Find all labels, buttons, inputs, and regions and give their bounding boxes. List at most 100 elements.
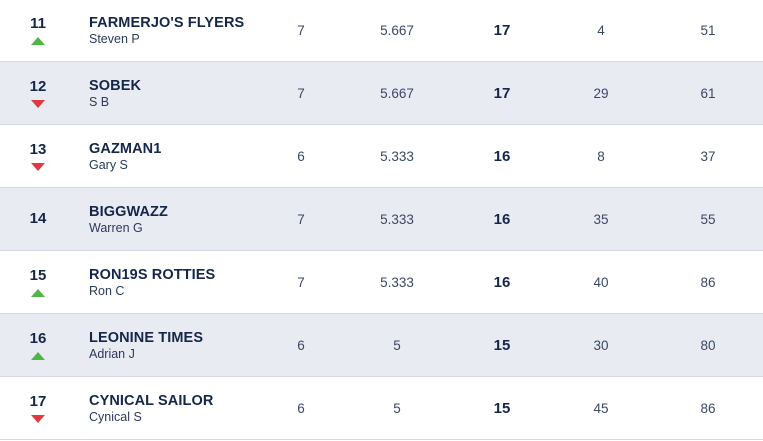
table-row[interactable]: 11 FARMERJO'S FLYERS Steven P 7 5.667 17… bbox=[0, 0, 763, 62]
rank-number: 15 bbox=[29, 266, 47, 284]
points-value: 17 bbox=[493, 84, 511, 102]
played-cell: 6 bbox=[276, 377, 326, 439]
stat-b-cell: 80 bbox=[683, 314, 733, 376]
stat-a-value: 45 bbox=[593, 400, 609, 416]
average-value: 5.333 bbox=[380, 211, 414, 227]
team-cell: SOBEK S B bbox=[89, 62, 299, 124]
average-cell: 5.667 bbox=[367, 0, 427, 61]
team-name[interactable]: FARMERJO'S FLYERS bbox=[89, 15, 245, 31]
team-cell: BIGGWAZZ Warren G bbox=[89, 188, 299, 250]
stat-a-cell: 4 bbox=[576, 0, 626, 61]
manager-name: Ron C bbox=[89, 283, 125, 298]
manager-name: Warren G bbox=[89, 220, 143, 235]
points-cell: 15 bbox=[477, 314, 527, 376]
stat-b-cell: 55 bbox=[683, 188, 733, 250]
played-value: 6 bbox=[297, 400, 305, 416]
team-name[interactable]: BIGGWAZZ bbox=[89, 203, 168, 220]
team-name[interactable]: RON19S ROTTIES bbox=[89, 266, 216, 283]
points-cell: 16 bbox=[477, 125, 527, 187]
average-cell: 5 bbox=[367, 314, 427, 376]
rank-number: 13 bbox=[29, 140, 47, 158]
team-cell: RON19S ROTTIES Ron C bbox=[89, 251, 299, 313]
average-cell: 5.333 bbox=[367, 188, 427, 250]
team-name[interactable]: GAZMAN1 bbox=[89, 140, 162, 157]
points-cell: 17 bbox=[477, 62, 527, 124]
team-cell: LEONINE TIMES Adrian J bbox=[89, 314, 299, 376]
stat-a-cell: 8 bbox=[576, 125, 626, 187]
points-value: 15 bbox=[493, 336, 511, 354]
stat-a-value: 4 bbox=[597, 23, 605, 38]
played-cell: 6 bbox=[276, 314, 326, 376]
team-cell: CYNICAL SAILOR Cynical S bbox=[89, 377, 299, 439]
rank-cell: 13 bbox=[0, 125, 76, 187]
points-cell: 17 bbox=[477, 0, 527, 61]
stat-a-value: 40 bbox=[593, 274, 609, 290]
stat-b-cell: 61 bbox=[683, 62, 733, 124]
points-value: 15 bbox=[493, 399, 511, 417]
team-name[interactable]: CYNICAL SAILOR bbox=[89, 392, 214, 409]
arrow-up-icon bbox=[31, 288, 45, 297]
played-value: 7 bbox=[297, 211, 305, 227]
played-cell: 6 bbox=[276, 125, 326, 187]
rank-cell: 14 bbox=[0, 188, 76, 250]
rank-cell: 16 bbox=[0, 314, 76, 376]
stat-a-value: 35 bbox=[593, 211, 609, 227]
stat-b-cell: 37 bbox=[683, 125, 733, 187]
team-cell: GAZMAN1 Gary S bbox=[89, 125, 299, 187]
stat-a-cell: 40 bbox=[576, 251, 626, 313]
average-value: 5.333 bbox=[380, 274, 414, 290]
stat-b-cell: 86 bbox=[683, 251, 733, 313]
table-row[interactable]: 13 GAZMAN1 Gary S 6 5.333 16 8 37 bbox=[0, 125, 763, 188]
arrow-up-icon bbox=[31, 37, 45, 45]
stat-a-cell: 30 bbox=[576, 314, 626, 376]
rank-number: 12 bbox=[29, 77, 47, 95]
stat-b-value: 80 bbox=[700, 337, 716, 353]
arrow-down-icon bbox=[31, 414, 45, 423]
played-value: 6 bbox=[297, 337, 305, 353]
points-value: 17 bbox=[493, 22, 511, 39]
points-value: 16 bbox=[493, 210, 511, 228]
played-cell: 7 bbox=[276, 188, 326, 250]
manager-name: Steven P bbox=[89, 32, 140, 46]
rank-number: 16 bbox=[29, 329, 47, 347]
played-value: 6 bbox=[297, 148, 305, 164]
points-value: 16 bbox=[493, 147, 511, 165]
arrow-down-icon bbox=[31, 162, 45, 171]
stat-a-cell: 45 bbox=[576, 377, 626, 439]
table-row[interactable]: 16 LEONINE TIMES Adrian J 6 5 15 30 80 bbox=[0, 314, 763, 377]
rank-number: 14 bbox=[29, 210, 47, 227]
manager-name: S B bbox=[89, 94, 110, 109]
rank-cell: 12 bbox=[0, 62, 76, 124]
table-row[interactable]: 12 SOBEK S B 7 5.667 17 29 61 bbox=[0, 62, 763, 125]
stat-b-cell: 86 bbox=[683, 377, 733, 439]
team-cell: FARMERJO'S FLYERS Steven P bbox=[89, 0, 299, 61]
average-value: 5.333 bbox=[380, 148, 414, 164]
played-cell: 7 bbox=[276, 62, 326, 124]
average-cell: 5.333 bbox=[367, 251, 427, 313]
average-value: 5.667 bbox=[380, 85, 414, 101]
team-name[interactable]: LEONINE TIMES bbox=[89, 329, 204, 346]
played-cell: 7 bbox=[276, 0, 326, 61]
stat-a-value: 30 bbox=[593, 337, 609, 353]
played-value: 7 bbox=[297, 85, 305, 101]
arrow-down-icon bbox=[31, 99, 45, 108]
stat-b-value: 51 bbox=[700, 23, 716, 38]
stat-a-value: 29 bbox=[593, 85, 609, 101]
team-name[interactable]: SOBEK bbox=[89, 77, 142, 94]
table-row[interactable]: 15 RON19S ROTTIES Ron C 7 5.333 16 40 86 bbox=[0, 251, 763, 314]
average-cell: 5.667 bbox=[367, 62, 427, 124]
table-row[interactable]: 14 BIGGWAZZ Warren G 7 5.333 16 35 55 bbox=[0, 188, 763, 251]
stat-b-value: 61 bbox=[700, 85, 716, 101]
stat-a-cell: 29 bbox=[576, 62, 626, 124]
table-row[interactable]: 17 CYNICAL SAILOR Cynical S 6 5 15 45 86 bbox=[0, 377, 763, 440]
stat-b-cell: 51 bbox=[683, 0, 733, 61]
points-cell: 15 bbox=[477, 377, 527, 439]
played-value: 7 bbox=[297, 23, 305, 38]
played-cell: 7 bbox=[276, 251, 326, 313]
stat-b-value: 86 bbox=[700, 274, 716, 290]
stat-a-value: 8 bbox=[597, 148, 605, 164]
stat-a-cell: 35 bbox=[576, 188, 626, 250]
played-value: 7 bbox=[297, 274, 305, 290]
average-value: 5 bbox=[393, 337, 401, 353]
